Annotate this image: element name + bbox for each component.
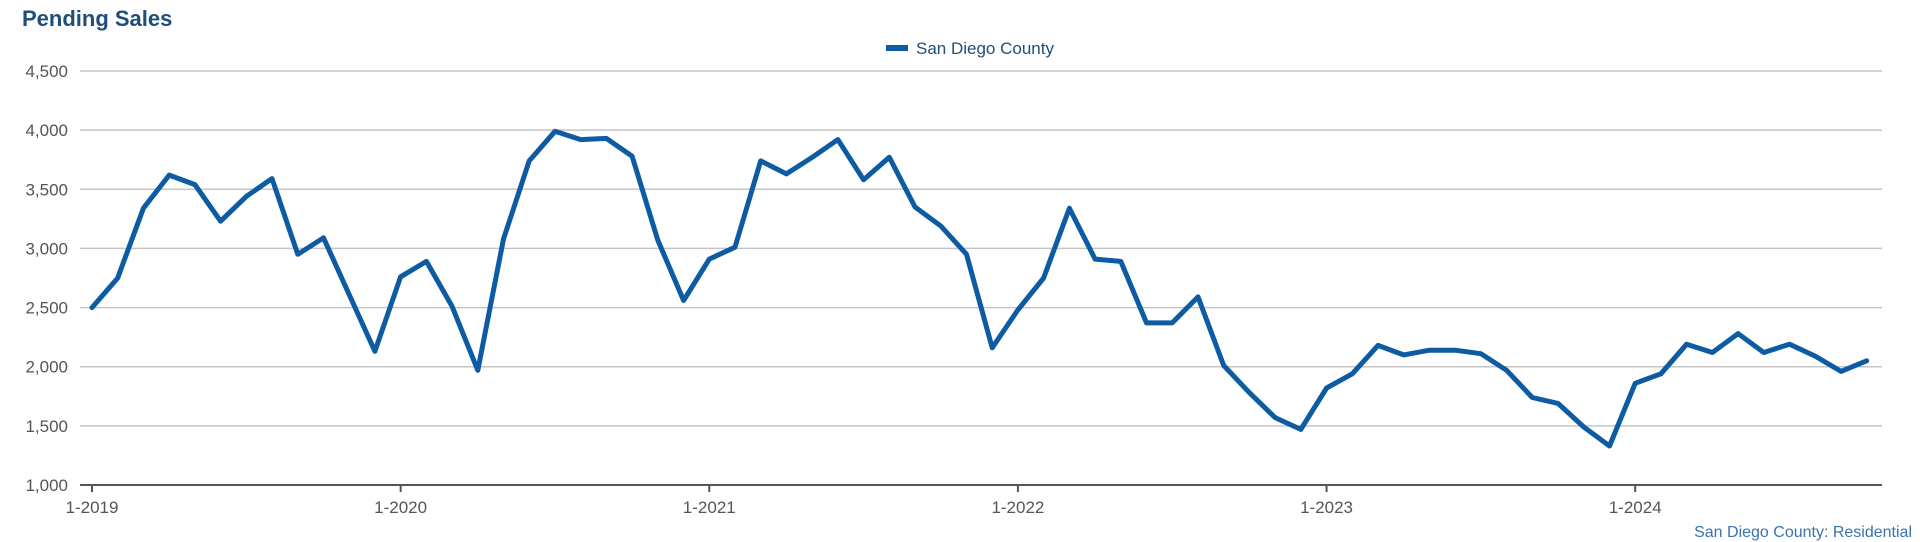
series-line-san-diego-county	[89, 128, 1870, 449]
legend-label: San Diego County	[916, 39, 1054, 58]
x-tick-label: 1-2019	[66, 498, 119, 517]
y-tick-label: 1,500	[25, 417, 68, 436]
chart-title: Pending Sales	[22, 6, 173, 31]
grid-lines	[80, 70, 1882, 427]
x-tick-label: 1-2024	[1609, 498, 1662, 517]
y-tick-label: 1,000	[25, 476, 68, 495]
y-tick-label: 4,000	[25, 121, 68, 140]
y-axis: 1,000 1,500 2,000 2,500 3,000 3,500 4,000 4,500	[25, 62, 68, 495]
series-layer	[89, 128, 1870, 449]
y-tick-label: 3,500	[25, 180, 68, 199]
legend: San Diego County	[886, 39, 1054, 58]
x-tick-label: 1-2020	[374, 498, 427, 517]
x-axis: 1-2019 1-2020 1-2021 1-2022 1-2023 1-2024	[66, 484, 1882, 517]
x-tick-label: 1-2022	[991, 498, 1044, 517]
x-tick-label: 1-2021	[683, 498, 736, 517]
y-tick-label: 2,500	[25, 299, 68, 318]
y-tick-label: 2,000	[25, 358, 68, 377]
y-tick-label: 4,500	[25, 62, 68, 81]
x-tick-label: 1-2023	[1300, 498, 1353, 517]
chart-source-label: San Diego County: Residential	[1694, 524, 1912, 541]
y-tick-label: 3,000	[25, 239, 68, 258]
